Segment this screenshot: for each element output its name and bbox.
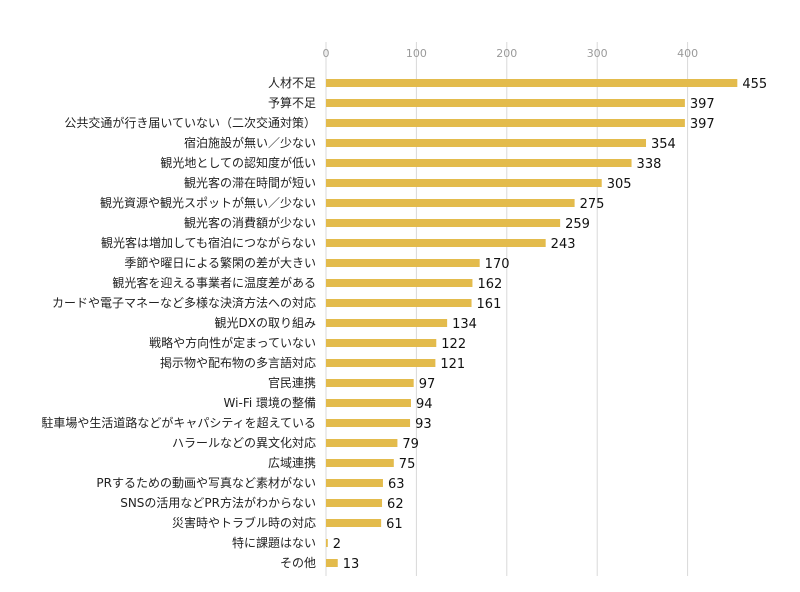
bar <box>326 159 632 167</box>
bar <box>326 559 338 567</box>
category-label: カードや電子マネーなど多様な決済方法への対応 <box>52 295 316 310</box>
bar <box>326 99 685 107</box>
x-tick-label: 100 <box>406 47 427 60</box>
category-label: 災害時やトラブル時の対応 <box>172 515 316 530</box>
bar <box>326 119 685 127</box>
value-label: 122 <box>441 337 466 352</box>
x-tick-label: 300 <box>587 47 608 60</box>
value-label: 93 <box>415 417 432 432</box>
value-label: 134 <box>452 317 477 332</box>
category-label: 駐車場や生活道路などがキャパシティを超えている <box>41 415 316 430</box>
category-label: 官民連携 <box>268 375 316 390</box>
value-label: 305 <box>607 177 632 192</box>
bar <box>326 539 328 547</box>
x-tick-label: 400 <box>677 47 698 60</box>
category-label: PRするための動画や写真など素材がない <box>96 475 316 490</box>
value-label: 97 <box>419 377 436 392</box>
category-label: 予算不足 <box>268 95 316 110</box>
category-label: SNSの活用などPR方法がわからない <box>120 495 316 510</box>
category-label: 観光客を迎える事業者に温度差がある <box>112 275 316 290</box>
value-label: 13 <box>343 557 360 572</box>
category-label: その他 <box>280 556 316 570</box>
value-label: 259 <box>565 217 590 232</box>
bar <box>326 299 472 307</box>
bar <box>326 399 411 407</box>
value-label: 161 <box>477 297 502 312</box>
bar <box>326 239 546 247</box>
category-label: 人材不足 <box>268 76 316 90</box>
bar <box>326 139 647 147</box>
category-label: 観光資源や観光スポットが無い／少ない <box>100 195 316 210</box>
category-label: 観光DXの取り組み <box>215 316 316 330</box>
bar <box>326 479 383 487</box>
x-axis-ticks: 0 100 200 300 400 <box>323 47 699 60</box>
value-label: 397 <box>690 97 715 112</box>
bar <box>326 259 480 267</box>
value-label: 162 <box>477 277 502 292</box>
value-label: 170 <box>485 257 510 272</box>
value-label: 2 <box>333 537 341 552</box>
value-label: 121 <box>440 357 465 372</box>
category-label: 特に課題はない <box>232 535 316 550</box>
category-label: Wi-Fi 環境の整備 <box>224 395 316 410</box>
category-label: 宿泊施設が無い／少ない <box>184 135 316 150</box>
bar <box>326 219 561 227</box>
value-label: 62 <box>387 497 404 512</box>
x-tick-label: 200 <box>496 47 517 60</box>
category-label: 戦略や方向性が定まっていない <box>149 335 316 350</box>
category-label: 公共交通が行き届いていない（二次交通対策） <box>64 115 316 130</box>
value-label: 338 <box>637 157 662 172</box>
value-label: 354 <box>651 137 676 152</box>
value-label: 397 <box>690 117 715 132</box>
bar <box>326 279 473 287</box>
value-label: 79 <box>402 437 419 452</box>
category-label: 観光地としての認知度が低い <box>160 155 316 170</box>
bar <box>326 439 398 447</box>
value-label: 75 <box>399 457 416 472</box>
category-label: 広域連携 <box>268 455 316 470</box>
bar <box>326 459 394 467</box>
bar <box>326 519 382 527</box>
category-label: 観光客の消費額が少ない <box>184 215 316 230</box>
bar <box>326 79 738 87</box>
value-labels: 4553973973543383052752592431701621611341… <box>333 77 767 572</box>
value-label: 275 <box>580 197 605 212</box>
bar <box>326 499 383 507</box>
value-label: 61 <box>386 517 403 532</box>
bar <box>326 199 575 207</box>
bar <box>326 319 448 327</box>
category-label: ハラールなどの異文化対応 <box>172 435 316 450</box>
bar <box>326 419 411 427</box>
category-label: 季節や曜日による繁閑の差が大きい <box>124 255 316 270</box>
category-label: 観光客の滞在時間が短い <box>184 175 316 190</box>
bar <box>326 179 602 187</box>
category-label: 観光客は増加しても宿泊につながらない <box>101 235 316 250</box>
bar <box>326 379 414 387</box>
value-label: 94 <box>416 397 433 412</box>
value-label: 455 <box>742 77 767 92</box>
value-label: 243 <box>551 237 576 252</box>
category-label: 掲示物や配布物の多言語対応 <box>160 355 316 370</box>
bar <box>326 359 436 367</box>
bar <box>326 339 437 347</box>
value-label: 63 <box>388 477 405 492</box>
bars <box>326 79 738 567</box>
x-tick-label: 0 <box>323 47 330 60</box>
